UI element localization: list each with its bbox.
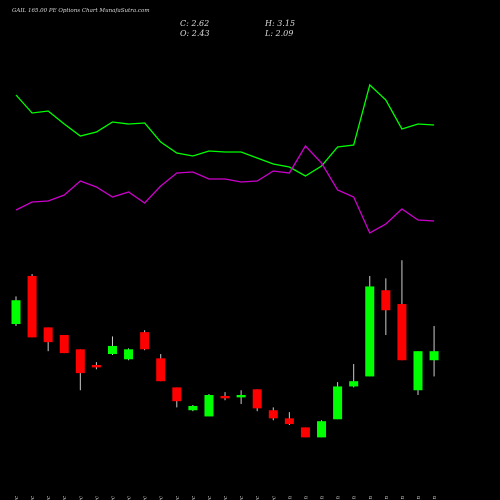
info-high: H: 3.15 (264, 19, 295, 28)
candle-body (300, 427, 310, 438)
candle-body (11, 300, 21, 325)
x-tick-label: 27 Dec (239, 496, 245, 500)
chart-title: GAIL 165.00 PE Options Chart MunafaSutra… (12, 8, 150, 14)
candle-body (397, 304, 407, 361)
candle-body (220, 395, 230, 399)
candle-body (91, 365, 101, 368)
candle-body (188, 405, 198, 411)
candle-body (429, 351, 439, 361)
x-tick-label: 01 Jan (287, 496, 293, 500)
candle-body (333, 386, 343, 420)
candle-body (59, 335, 69, 354)
candle-body (107, 345, 117, 355)
candle-body (156, 358, 166, 382)
x-tick-label: 18 Dec (143, 496, 149, 500)
candle-body (236, 395, 246, 398)
x-tick-label: 13 Jan (416, 496, 422, 500)
x-tick-label: 08 Jan (368, 496, 374, 500)
candle-body (172, 387, 182, 402)
candle-body (75, 349, 85, 374)
candle-body (284, 418, 294, 425)
x-tick-label: 20 Dec (175, 496, 181, 500)
indicator-line (15, 83, 435, 177)
candle-body (252, 389, 262, 409)
x-tick-label: 19 Dec (159, 496, 165, 500)
x-tick-label: 02 Jan (303, 496, 309, 500)
x-tick-label: 23 Dec (191, 496, 197, 500)
x-tick-label: 13 Dec (94, 496, 100, 500)
x-tick-label: 06 Jan (336, 496, 342, 500)
candle-body (349, 381, 359, 387)
candle-body (317, 421, 327, 438)
x-tick-label: 12 Dec (78, 496, 84, 500)
x-tick-label: 09 Dec (30, 496, 36, 500)
x-tick-label: 14 Jan (432, 496, 438, 500)
candle-body (365, 286, 375, 377)
candle-body (268, 410, 278, 419)
x-tick-label: 16 Dec (110, 496, 116, 500)
x-tick-label: 30 Dec (255, 496, 261, 500)
info-low: L: 2.09 (264, 29, 293, 38)
indicator-line (15, 144, 435, 234)
x-tick-label: 09 Jan (384, 496, 390, 500)
info-open: O: 2.43 (180, 29, 210, 38)
info-close: C: 2.62 (180, 19, 209, 28)
x-tick-label: 10 Dec (46, 496, 52, 500)
x-tick-label: 03 Jan (320, 496, 326, 500)
x-tick-label: 26 Dec (223, 496, 229, 500)
x-tick-label: 11 Dec (62, 496, 68, 500)
x-tick-label: 06 Dec (14, 496, 20, 500)
candle-body (140, 332, 150, 350)
x-tick-label: 07 Jan (352, 496, 358, 500)
x-tick-label: 31 Dec (271, 496, 277, 500)
candle-body (27, 275, 37, 338)
candle-body (381, 290, 391, 311)
x-tick-label: 10 Jan (400, 496, 406, 500)
candle-body (413, 351, 423, 391)
candle-body (124, 349, 134, 360)
candle-body (204, 395, 214, 417)
x-tick-label: 17 Dec (127, 496, 133, 500)
x-tick-label: 24 Dec (207, 496, 213, 500)
candle-body (43, 327, 53, 343)
